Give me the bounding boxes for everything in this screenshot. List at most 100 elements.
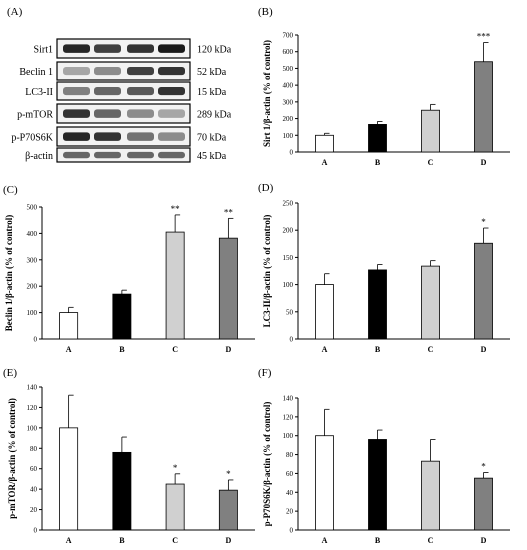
x-tick-label: B xyxy=(375,158,381,167)
x-tick-label: A xyxy=(66,536,72,545)
y-tick-label: 80 xyxy=(30,445,38,453)
blot-protein-label: p-P70S6K xyxy=(11,133,53,144)
blot-band xyxy=(63,132,90,141)
y-tick-label: 40 xyxy=(30,486,38,494)
y-tick-label: 20 xyxy=(286,508,294,516)
bar xyxy=(112,293,132,340)
bar xyxy=(59,427,79,531)
blot-band xyxy=(158,109,185,118)
bar-chart-panel: (E) 0 20 40 60 80 100 120 140 p-mTOR/β-actin (% o… xyxy=(3,367,255,545)
y-tick-label: 250 xyxy=(283,200,294,208)
y-tick-label: 0 xyxy=(290,527,294,535)
blot-size-label: 289 kDa xyxy=(197,110,232,121)
y-tick-label: 200 xyxy=(283,115,294,123)
blot-band xyxy=(94,67,121,76)
y-tick-label: 100 xyxy=(283,132,294,140)
x-tick-label: A xyxy=(66,345,72,354)
blot-band xyxy=(158,132,185,141)
blot-band xyxy=(63,87,90,96)
blot-size-label: 15 kDa xyxy=(197,87,227,98)
y-tick-label: 400 xyxy=(283,82,294,90)
blot-size-label: 120 kDa xyxy=(197,45,232,56)
blot-strip xyxy=(56,126,191,147)
y-tick-label: 100 xyxy=(283,281,294,289)
y-tick-label: 200 xyxy=(27,283,38,291)
y-tick-label: 20 xyxy=(30,506,38,514)
x-tick-label: B xyxy=(375,536,381,545)
y-tick-label: 100 xyxy=(283,432,294,440)
blot-band xyxy=(94,87,121,96)
western-blot-panel: (A) Sirt1 120 kDa Beclin 1 52 kDa LC3-II 15 k… xyxy=(7,6,232,163)
bar xyxy=(59,312,79,340)
blot-band xyxy=(158,87,185,96)
x-tick-label: D xyxy=(481,158,487,167)
y-tick-label: 300 xyxy=(283,98,294,106)
blot-protein-label: p-mTOR xyxy=(17,110,53,121)
bar xyxy=(368,269,387,340)
significance-marker: * xyxy=(226,469,231,479)
blot-strip xyxy=(56,103,191,124)
y-tick-label: 300 xyxy=(27,256,38,264)
y-tick-label: 600 xyxy=(283,48,294,56)
bar xyxy=(421,265,440,340)
bar xyxy=(368,124,387,153)
blot-size-label: 45 kDa xyxy=(197,151,227,162)
blot-strip xyxy=(56,81,191,101)
blot-protein-label: Sirt1 xyxy=(34,45,53,56)
bar-chart-panel: (B) 0 100 200 300 400 500 600 700 Sirt 1/β-actin … xyxy=(258,6,510,167)
bar xyxy=(315,435,334,531)
y-tick-label: 0 xyxy=(34,336,38,344)
blot-band xyxy=(158,44,185,53)
blot-band xyxy=(94,132,121,141)
x-tick-label: C xyxy=(172,536,178,545)
y-tick-label: 80 xyxy=(286,451,294,459)
bar xyxy=(112,451,132,531)
blot-strip xyxy=(56,61,191,81)
x-tick-label: A xyxy=(322,345,328,354)
bar xyxy=(165,231,185,340)
bar xyxy=(218,489,238,531)
y-tick-label: 0 xyxy=(290,149,294,157)
x-tick-label: D xyxy=(225,536,231,545)
bar xyxy=(474,477,493,531)
blot-band xyxy=(127,132,154,141)
blot-band xyxy=(127,109,154,118)
bar xyxy=(315,134,334,153)
y-tick-label: 100 xyxy=(27,309,38,317)
y-tick-label: 140 xyxy=(283,395,294,403)
x-tick-label: A xyxy=(322,158,328,167)
blot-strip xyxy=(56,38,191,59)
panel-label: (D) xyxy=(258,182,274,194)
x-tick-label: C xyxy=(428,158,434,167)
blot-band xyxy=(94,109,121,118)
blot-size-label: 52 kDa xyxy=(197,67,227,78)
panel-label: (E) xyxy=(3,367,17,379)
bar-chart-panel: (C) 0 100 200 300 400 500 Beclin 1/β-actin (% o… xyxy=(3,184,255,354)
significance-marker: * xyxy=(481,461,486,471)
blot-band xyxy=(127,151,154,159)
significance-marker: * xyxy=(173,463,178,473)
bar xyxy=(315,284,334,340)
significance-marker: ** xyxy=(171,204,181,214)
y-tick-label: 60 xyxy=(286,470,294,478)
bar xyxy=(421,109,440,153)
bar xyxy=(165,483,185,531)
y-tick-label: 60 xyxy=(30,465,38,473)
y-axis-label: LC3-II/β-actin (% of control) xyxy=(262,215,272,328)
blot-band xyxy=(158,151,185,159)
x-tick-label: A xyxy=(322,536,328,545)
y-tick-label: 400 xyxy=(27,230,38,238)
y-tick-label: 100 xyxy=(27,424,38,432)
significance-marker: * xyxy=(481,217,486,227)
blot-band xyxy=(94,44,121,53)
blot-size-label: 70 kDa xyxy=(197,133,227,144)
blot-band xyxy=(94,151,121,159)
x-tick-label: B xyxy=(119,536,125,545)
bar xyxy=(474,242,493,340)
y-tick-label: 0 xyxy=(34,527,38,535)
bar xyxy=(218,237,238,340)
blot-protein-label: Beclin 1 xyxy=(19,67,53,78)
blot-band xyxy=(63,67,90,76)
x-tick-label: C xyxy=(428,536,434,545)
